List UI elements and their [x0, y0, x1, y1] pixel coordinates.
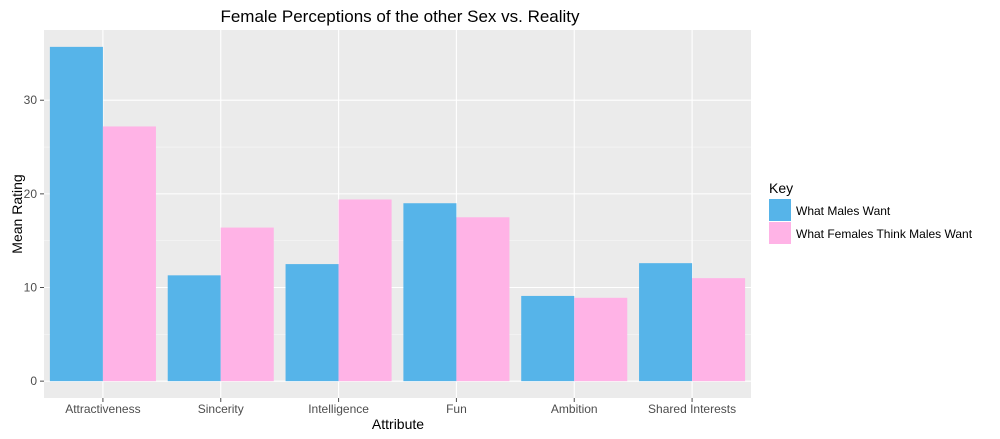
bar-females-think-3	[456, 217, 510, 382]
x-tick-label: Intelligence	[308, 402, 369, 416]
y-axis: 0 10 20 30	[24, 93, 44, 388]
bar-males-want-1	[167, 275, 221, 382]
bar-females-think-0	[102, 126, 156, 382]
bars	[49, 46, 746, 382]
bar-males-want-2	[285, 264, 339, 382]
x-tick-label: Fun	[446, 402, 467, 416]
bar-females-think-4	[574, 297, 628, 382]
y-tick-label: 0	[30, 374, 37, 388]
x-axis: Attractiveness Sincerity Intelligence Fun Am…	[65, 398, 736, 416]
x-axis-title: Attribute	[372, 416, 424, 432]
chart-title: Female Perceptions of the other Sex vs. …	[220, 7, 580, 26]
legend: Key What Males Want What Females Think M…	[769, 180, 973, 244]
legend-label-females: What Females Think Males Want	[796, 227, 973, 241]
y-tick-label: 20	[24, 187, 38, 201]
bar-males-want-4	[521, 295, 575, 382]
bar-males-want-5	[639, 263, 693, 382]
plot-panel	[44, 30, 751, 398]
legend-swatch-females	[769, 222, 791, 244]
bar-males-want-3	[403, 203, 457, 382]
bar-females-think-2	[338, 199, 392, 382]
legend-label-males: What Males Want	[796, 204, 891, 218]
y-tick-label: 30	[24, 93, 38, 107]
x-tick-label: Attractiveness	[65, 402, 140, 416]
x-tick-label: Ambition	[551, 402, 598, 416]
y-axis-title: Mean Rating	[9, 174, 25, 253]
legend-swatch-males	[769, 199, 791, 221]
legend-title: Key	[769, 180, 793, 196]
bar-males-want-0	[49, 46, 103, 382]
x-tick-label: Shared Interests	[648, 402, 736, 416]
y-tick-label: 10	[24, 281, 38, 295]
x-tick-label: Sincerity	[198, 402, 244, 416]
bar-females-think-1	[220, 227, 274, 382]
bar-females-think-5	[692, 278, 746, 382]
